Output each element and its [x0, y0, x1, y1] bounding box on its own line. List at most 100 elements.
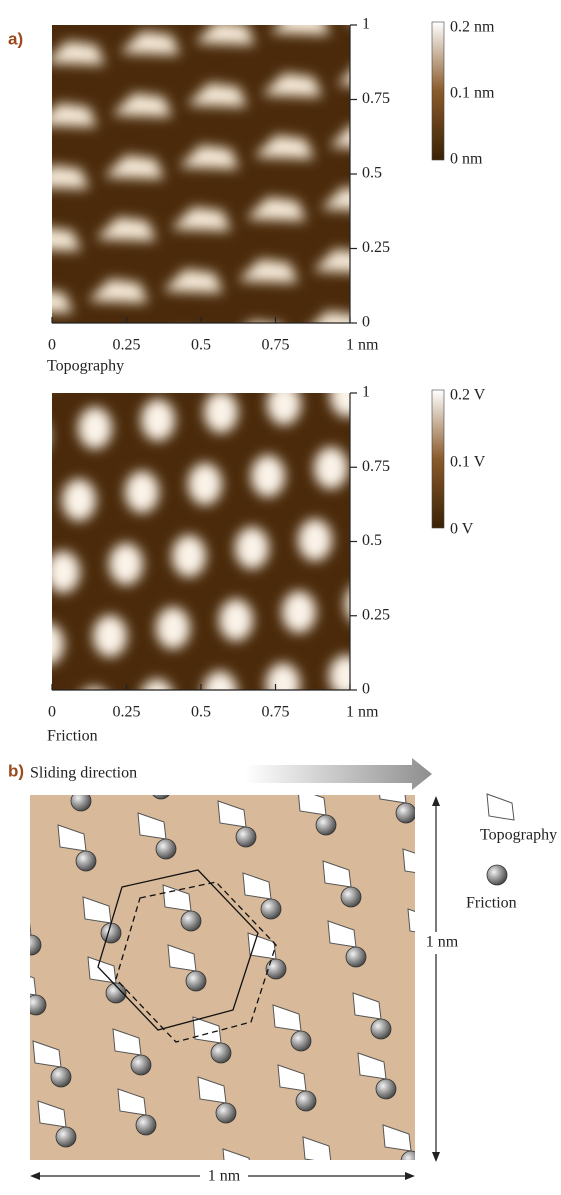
- ball: [0, 863, 16, 883]
- ball: [131, 1055, 151, 1075]
- ball: [551, 719, 561, 739]
- figure: a) 00.250.50.751 nm10.750.50.250 0.2 nm …: [0, 0, 561, 1195]
- x-tick-label: 1 nm: [346, 704, 379, 721]
- y-tick-label: 0: [362, 314, 370, 331]
- sliding-direction: Sliding direction: [30, 765, 137, 782]
- friction-feature: [251, 455, 285, 497]
- ball: [341, 887, 361, 907]
- ball: [471, 731, 491, 751]
- ball: [51, 1067, 71, 1087]
- y-tick-label: 0.75: [362, 458, 390, 475]
- ball: [316, 815, 336, 835]
- colorbar-label: 0 V: [450, 521, 474, 538]
- tip: [293, 729, 321, 755]
- panel-label: b): [8, 761, 24, 780]
- ball: [56, 1127, 76, 1147]
- ball: [421, 875, 441, 895]
- colorbar: [432, 390, 444, 528]
- topo-feature: [388, 239, 448, 263]
- caption: Friction: [47, 728, 98, 745]
- y-tick-label: 0.25: [362, 239, 390, 256]
- tip: [453, 705, 481, 731]
- ball: [391, 743, 411, 763]
- friction-feature: [172, 535, 206, 577]
- panel-label: a): [8, 29, 23, 48]
- x-tick-label: 0.5: [191, 337, 211, 354]
- friction-feature: [77, 687, 111, 729]
- ball: [181, 911, 201, 931]
- friction-feature: [314, 447, 348, 489]
- friction-feature: [109, 543, 143, 585]
- friction-feature: [219, 599, 253, 641]
- friction-feature: [298, 519, 332, 561]
- tip: [3, 909, 31, 935]
- x-tick-label: 0.75: [262, 704, 290, 721]
- topo-feature: [345, 1, 405, 25]
- friction-feature: [409, 295, 443, 337]
- friction-feature: [15, 415, 49, 457]
- tip: [298, 789, 326, 815]
- tip: [533, 693, 561, 719]
- ball: [376, 1079, 396, 1099]
- friction-feature: [30, 623, 64, 665]
- topo-feature: [0, 51, 30, 75]
- friction-feature: [188, 463, 222, 505]
- scale-label: 1 nm: [208, 1168, 241, 1185]
- x-tick-label: 0.25: [113, 704, 141, 721]
- friction-feature: [62, 479, 96, 521]
- tip: [0, 837, 6, 863]
- ball: [266, 959, 286, 979]
- colorbar-label: 0.2 nm: [450, 19, 495, 36]
- friction-feature: [157, 327, 191, 369]
- ball: [21, 935, 41, 955]
- x-tick-label: 0.5: [191, 704, 211, 721]
- ball: [76, 851, 96, 871]
- friction-feature: [141, 399, 175, 441]
- topo-feature: [380, 301, 440, 325]
- tip: [213, 741, 241, 767]
- y-tick-label: 0.75: [362, 90, 390, 107]
- topo-feature: [0, 113, 22, 137]
- colorbar-label: 0.2 V: [450, 387, 486, 404]
- friction-feature: [46, 551, 80, 593]
- friction-feature: [125, 471, 159, 513]
- y-tick-label: 1: [362, 16, 370, 33]
- tip: [143, 1161, 171, 1187]
- tip: [408, 909, 436, 935]
- ball: [321, 1163, 341, 1183]
- friction-feature: [235, 527, 269, 569]
- ball: [101, 923, 121, 943]
- topo-feature: [270, 11, 330, 35]
- topo-feature: [0, 0, 38, 13]
- x-tick-label: 0.75: [262, 337, 290, 354]
- colorbar: [432, 22, 444, 160]
- friction-feature: [0, 559, 17, 601]
- ball: [346, 947, 366, 967]
- ball: [71, 791, 91, 811]
- friction-feature: [78, 407, 112, 449]
- tip: [133, 753, 161, 779]
- friction-feature: [329, 655, 363, 697]
- ball: [151, 779, 171, 799]
- colorbar-label: 0 nm: [450, 151, 483, 168]
- friction-feature: [0, 487, 33, 529]
- tip: [373, 717, 401, 743]
- ball: [156, 839, 176, 859]
- friction-feature: [313, 727, 347, 769]
- ball: [236, 827, 256, 847]
- arrow-head: [432, 1152, 440, 1162]
- arrow-head: [405, 1172, 415, 1180]
- ball: [296, 1091, 316, 1111]
- y-tick-label: 1: [362, 384, 370, 401]
- tip: [403, 849, 431, 875]
- friction-feature: [266, 663, 300, 705]
- friction-feature: [14, 695, 48, 737]
- topo-feature: [396, 177, 456, 201]
- arrow-head: [432, 796, 440, 806]
- ball: [136, 1115, 156, 1135]
- legend-tip-icon: [487, 794, 514, 820]
- scale-label: 1 nm: [426, 934, 459, 951]
- colorbar-label: 0.1 V: [450, 454, 486, 471]
- tip: [458, 765, 486, 791]
- ball: [161, 1187, 181, 1195]
